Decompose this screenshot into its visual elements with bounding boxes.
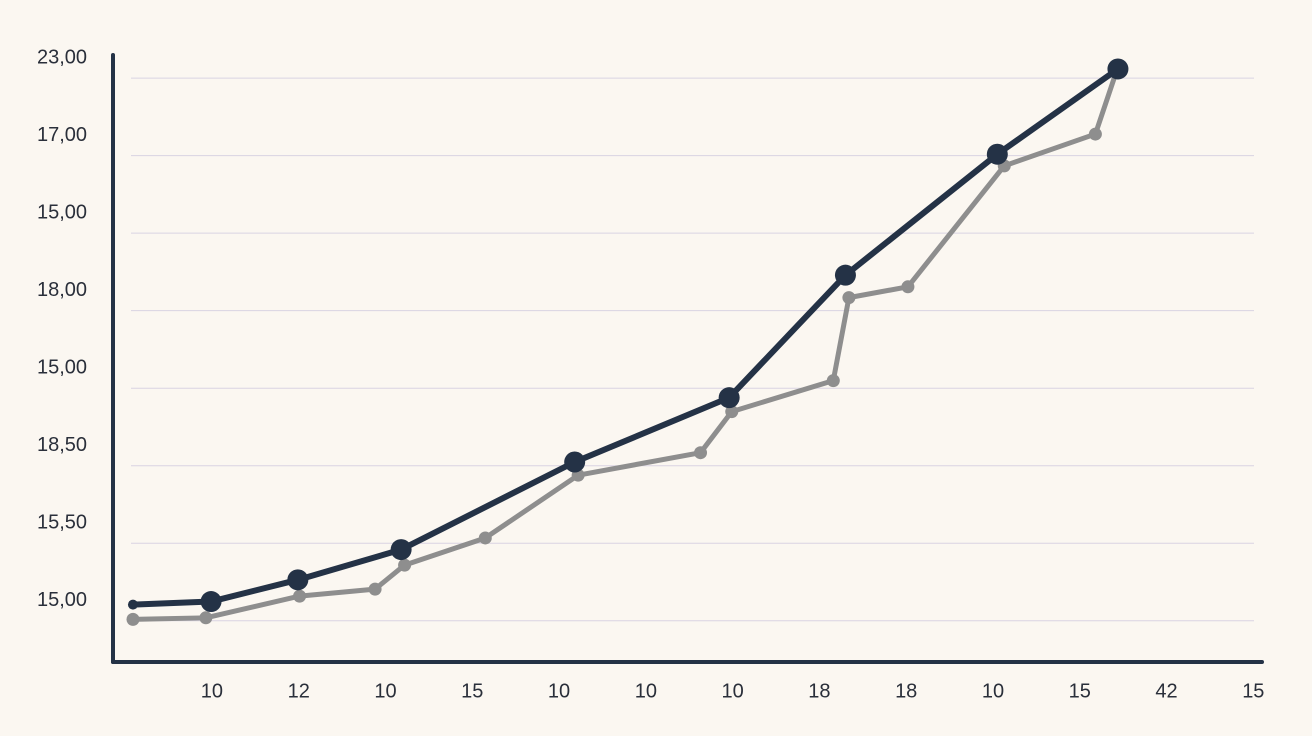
y-tick-label: 23,00 — [37, 46, 87, 68]
data-point — [200, 591, 222, 613]
x-tick-label: 18 — [808, 680, 830, 702]
data-point — [199, 611, 213, 625]
data-point — [986, 143, 1008, 165]
data-point — [1088, 127, 1102, 141]
y-tick-label: 15,00 — [37, 201, 87, 223]
y-tick-label: 18,00 — [37, 279, 87, 301]
x-tick-label: 10 — [201, 680, 223, 702]
series-line — [129, 65, 1121, 608]
data-point — [834, 264, 856, 286]
x-tick-label: 10 — [548, 680, 570, 702]
x-tick-label: 15 — [1069, 680, 1091, 702]
data-point — [127, 599, 138, 610]
x-tick-label: 12 — [288, 680, 310, 702]
data-point — [564, 451, 586, 473]
data-point — [287, 569, 309, 591]
x-tick-label: 18 — [895, 680, 917, 702]
data-point — [725, 405, 739, 419]
x-tick-label: 10 — [722, 680, 744, 702]
x-tick-label: 10 — [982, 680, 1004, 702]
data-point — [478, 531, 492, 545]
data-point — [826, 374, 840, 388]
x-tick-label: 10 — [374, 680, 396, 702]
data-point — [126, 612, 140, 626]
y-tick-label: 17,00 — [37, 124, 87, 146]
y-tick-label: 15,00 — [37, 356, 87, 378]
data-point — [368, 582, 382, 596]
x-tick-label: 15 — [1242, 680, 1264, 702]
y-tick-label: 15,00 — [37, 589, 87, 611]
y-tick-label: 15,50 — [37, 512, 87, 534]
x-tick-label: 10 — [635, 680, 657, 702]
data-point — [694, 446, 708, 460]
y-tick-label: 18,50 — [37, 434, 87, 456]
x-tick-label: 42 — [1155, 680, 1177, 702]
data-point — [390, 539, 412, 561]
data-point — [293, 589, 307, 603]
data-point — [398, 558, 412, 572]
data-point — [901, 280, 915, 294]
series-line — [130, 69, 1119, 622]
data-point — [718, 387, 740, 409]
data-point — [1107, 58, 1129, 80]
data-point — [842, 291, 856, 305]
x-tick-label: 15 — [461, 680, 483, 702]
